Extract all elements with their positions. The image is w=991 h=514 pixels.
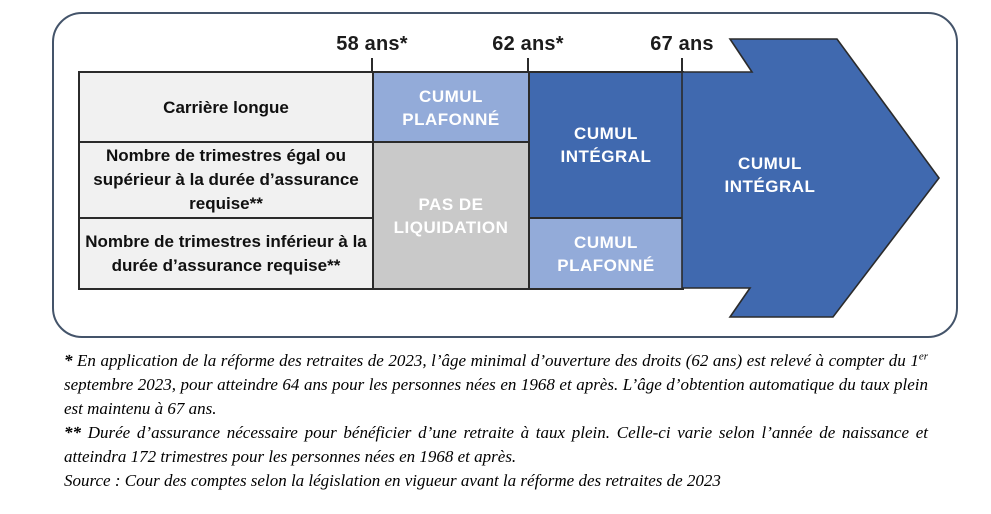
age-tick-67 [681, 58, 683, 72]
superscript-er: er [918, 350, 929, 363]
row-header-trimestres-inferieur: Nombre de trimestres inférieur à la duré… [78, 217, 374, 290]
footnotes: * En application de la réforme des retra… [64, 349, 928, 493]
row-header-label: Nombre de trimestres égal ou supérieur à… [93, 146, 359, 213]
cell-label: PAS DE LIQUIDATION [393, 194, 509, 237]
footnote-marker: * [64, 351, 78, 370]
footnote-double-asterisk: ** Durée d’assurance nécessaire pour bén… [64, 423, 928, 466]
right-arrow-icon [681, 38, 940, 318]
age-label-62: 62 ans* [492, 33, 564, 55]
cell-label: CUMUL PLAFONNÉ [557, 232, 655, 275]
footnote-asterisk: * En application de la réforme des retra… [64, 350, 929, 418]
row-header-carriere-longue: Carrière longue [78, 71, 374, 145]
cell-label: CUMUL PLAFONNÉ [402, 87, 500, 129]
arrow-cumul-integral-label: CUMUL INTÉGRAL [724, 154, 816, 196]
row-header-label: Carrière longue [163, 98, 289, 117]
source-line: Source : Cour des comptes selon la légis… [64, 471, 721, 490]
age-label-67: 67 ans [650, 33, 714, 55]
age-tick-62 [527, 58, 529, 72]
age-label-58: 58 ans* [336, 33, 408, 55]
cell-58-62-pas-de-liquidation: PAS DE LIQUIDATION [372, 141, 530, 290]
age-tick-58 [371, 58, 373, 72]
cell-label: CUMUL INTÉGRAL [560, 124, 652, 166]
cell-58-62-cumul-plafonne: CUMUL PLAFONNÉ [372, 71, 530, 145]
row-header-label: Nombre de trimestres inférieur à la duré… [85, 231, 367, 275]
footnote-marker: ** [64, 423, 88, 442]
row-header-trimestres-superieur: Nombre de trimestres égal ou supérieur à… [78, 141, 374, 219]
